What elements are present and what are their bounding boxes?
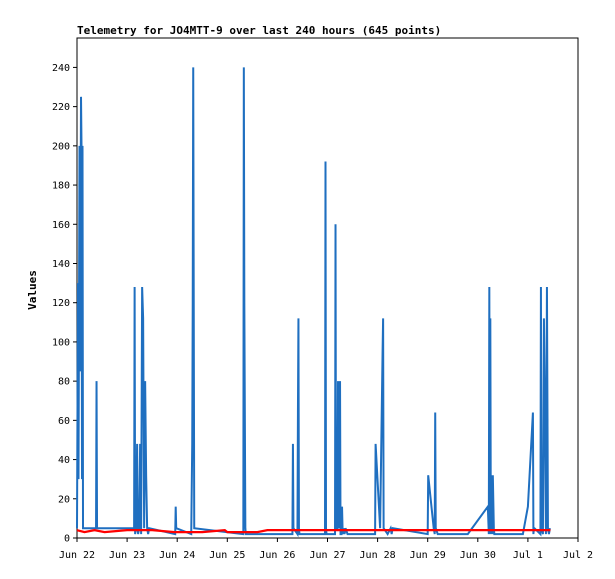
x-tick-label: Jun 29 xyxy=(410,550,446,561)
x-tick-label: Jun 23 xyxy=(109,550,145,561)
y-tick-label: 100 xyxy=(52,337,70,348)
y-tick-label: 80 xyxy=(58,377,70,388)
y-tick-label: 60 xyxy=(58,416,70,427)
x-tick-label: Jun 24 xyxy=(159,550,195,561)
y-tick-label: 120 xyxy=(52,298,70,309)
x-tick-label: Jun 25 xyxy=(209,550,245,561)
y-axis-ticks: 0 20 40 60 80 100 120 140 160 180 200 220 240 xyxy=(52,63,77,545)
y-tick-label: 0 xyxy=(64,534,70,545)
y-tick-label: 20 xyxy=(58,494,70,505)
plot-border xyxy=(76,37,579,539)
chart-title: Telemetry for JO4MTT-9 over last 240 hou… xyxy=(77,24,441,37)
series-line-red xyxy=(76,529,551,534)
y-tick-label: 160 xyxy=(52,220,70,231)
x-tick-label: Jun 22 xyxy=(59,550,95,561)
x-tick-label: Jun 26 xyxy=(259,550,295,561)
y-tick-label: 140 xyxy=(52,259,70,270)
x-tick-label: Jul 2 xyxy=(563,550,593,561)
x-tick-label: Jul 1 xyxy=(513,550,543,561)
y-tick-label: 180 xyxy=(52,181,70,192)
series-line-blue xyxy=(76,67,551,538)
x-tick-label: Jun 28 xyxy=(360,550,396,561)
y-tick-label: 40 xyxy=(58,455,70,466)
y-axis-label: Values xyxy=(26,270,39,310)
y-tick-label: 240 xyxy=(52,63,70,74)
y-tick-label: 220 xyxy=(52,102,70,113)
series-layer xyxy=(76,67,551,538)
y-tick-label: 200 xyxy=(52,141,70,152)
x-axis-ticks: Jun 22 Jun 23 Jun 24 Jun 25 Jun 26 Jun 27 Jun … xyxy=(59,538,593,561)
x-tick-label: Jun 30 xyxy=(460,550,496,561)
plot-frame xyxy=(76,37,579,539)
x-tick-label: Jun 27 xyxy=(309,550,345,561)
